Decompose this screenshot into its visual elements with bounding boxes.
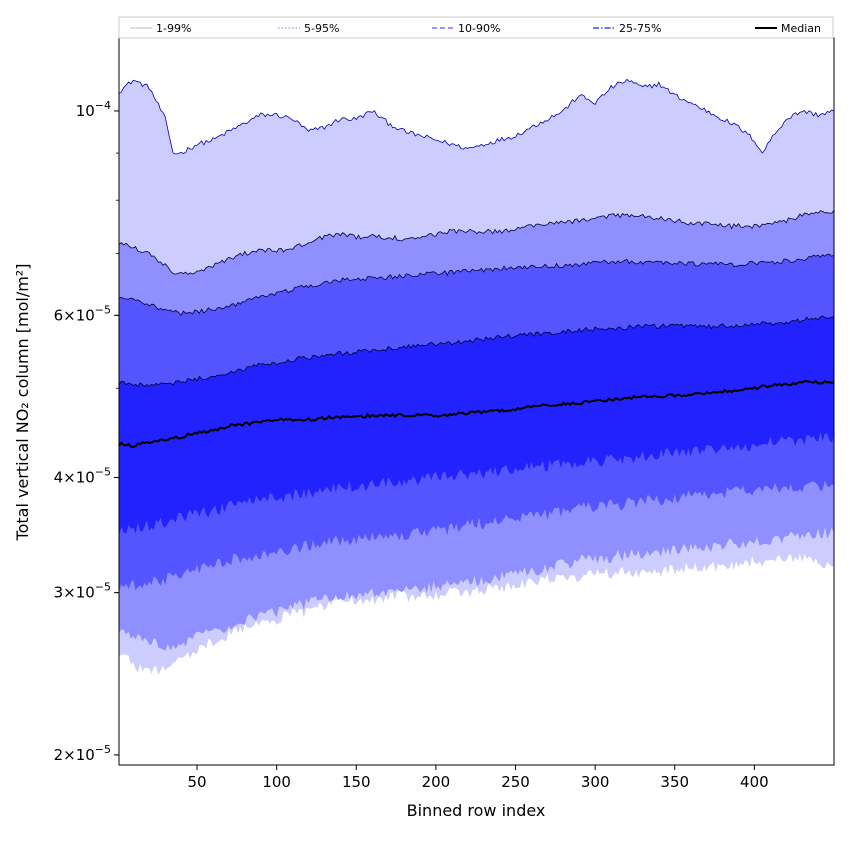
bands-layer bbox=[119, 79, 834, 676]
band-upper-edge-5-95pct bbox=[118, 210, 835, 276]
legend-label: 1-99% bbox=[156, 22, 191, 35]
y-tick-label: 6×10−5 bbox=[54, 303, 111, 324]
median-layer bbox=[118, 379, 834, 448]
band-upper-edge-25-75pct bbox=[118, 315, 835, 388]
band-upper-edge-10-90pct bbox=[118, 253, 835, 317]
y-tick-label: 3×10−5 bbox=[54, 581, 111, 602]
x-ticks: 50 100 150 200 250 300 350 400 bbox=[187, 765, 769, 791]
x-axis-title: Binned row index bbox=[407, 801, 546, 820]
x-tick-label: 200 bbox=[422, 773, 451, 791]
x-tick-label: 350 bbox=[660, 773, 689, 791]
band-edges-layer bbox=[118, 78, 835, 388]
x-tick-label: 300 bbox=[581, 773, 610, 791]
legend-label: 25-75% bbox=[619, 22, 661, 35]
legend-label: Median bbox=[781, 22, 821, 35]
x-tick-label: 250 bbox=[501, 773, 530, 791]
legend-label: 10-90% bbox=[458, 22, 500, 35]
y-axis-title: Total vertical NO₂ column [mol/m²] bbox=[13, 264, 32, 542]
y-tick-label: 2×10−5 bbox=[54, 743, 111, 764]
median-line bbox=[118, 379, 834, 448]
legend-label: 5-95% bbox=[304, 22, 339, 35]
y-ticks: 2×10−5 3×10−5 4×10−5 6×10−5 10−4 bbox=[54, 99, 119, 764]
x-tick-label: 150 bbox=[342, 773, 371, 791]
x-tick-label: 100 bbox=[262, 773, 291, 791]
legend-box bbox=[118, 16, 834, 39]
y-tick-label: 10−4 bbox=[76, 99, 111, 120]
band-25-75pct bbox=[119, 315, 834, 537]
y-tick-label: 4×10−5 bbox=[54, 466, 111, 487]
legend: 1-99% 5-95% 10-90% 25-75% Median bbox=[118, 16, 834, 39]
x-tick-label: 50 bbox=[187, 773, 206, 791]
x-tick-label: 400 bbox=[740, 773, 769, 791]
band-upper-edge-1-99pct bbox=[118, 78, 835, 155]
